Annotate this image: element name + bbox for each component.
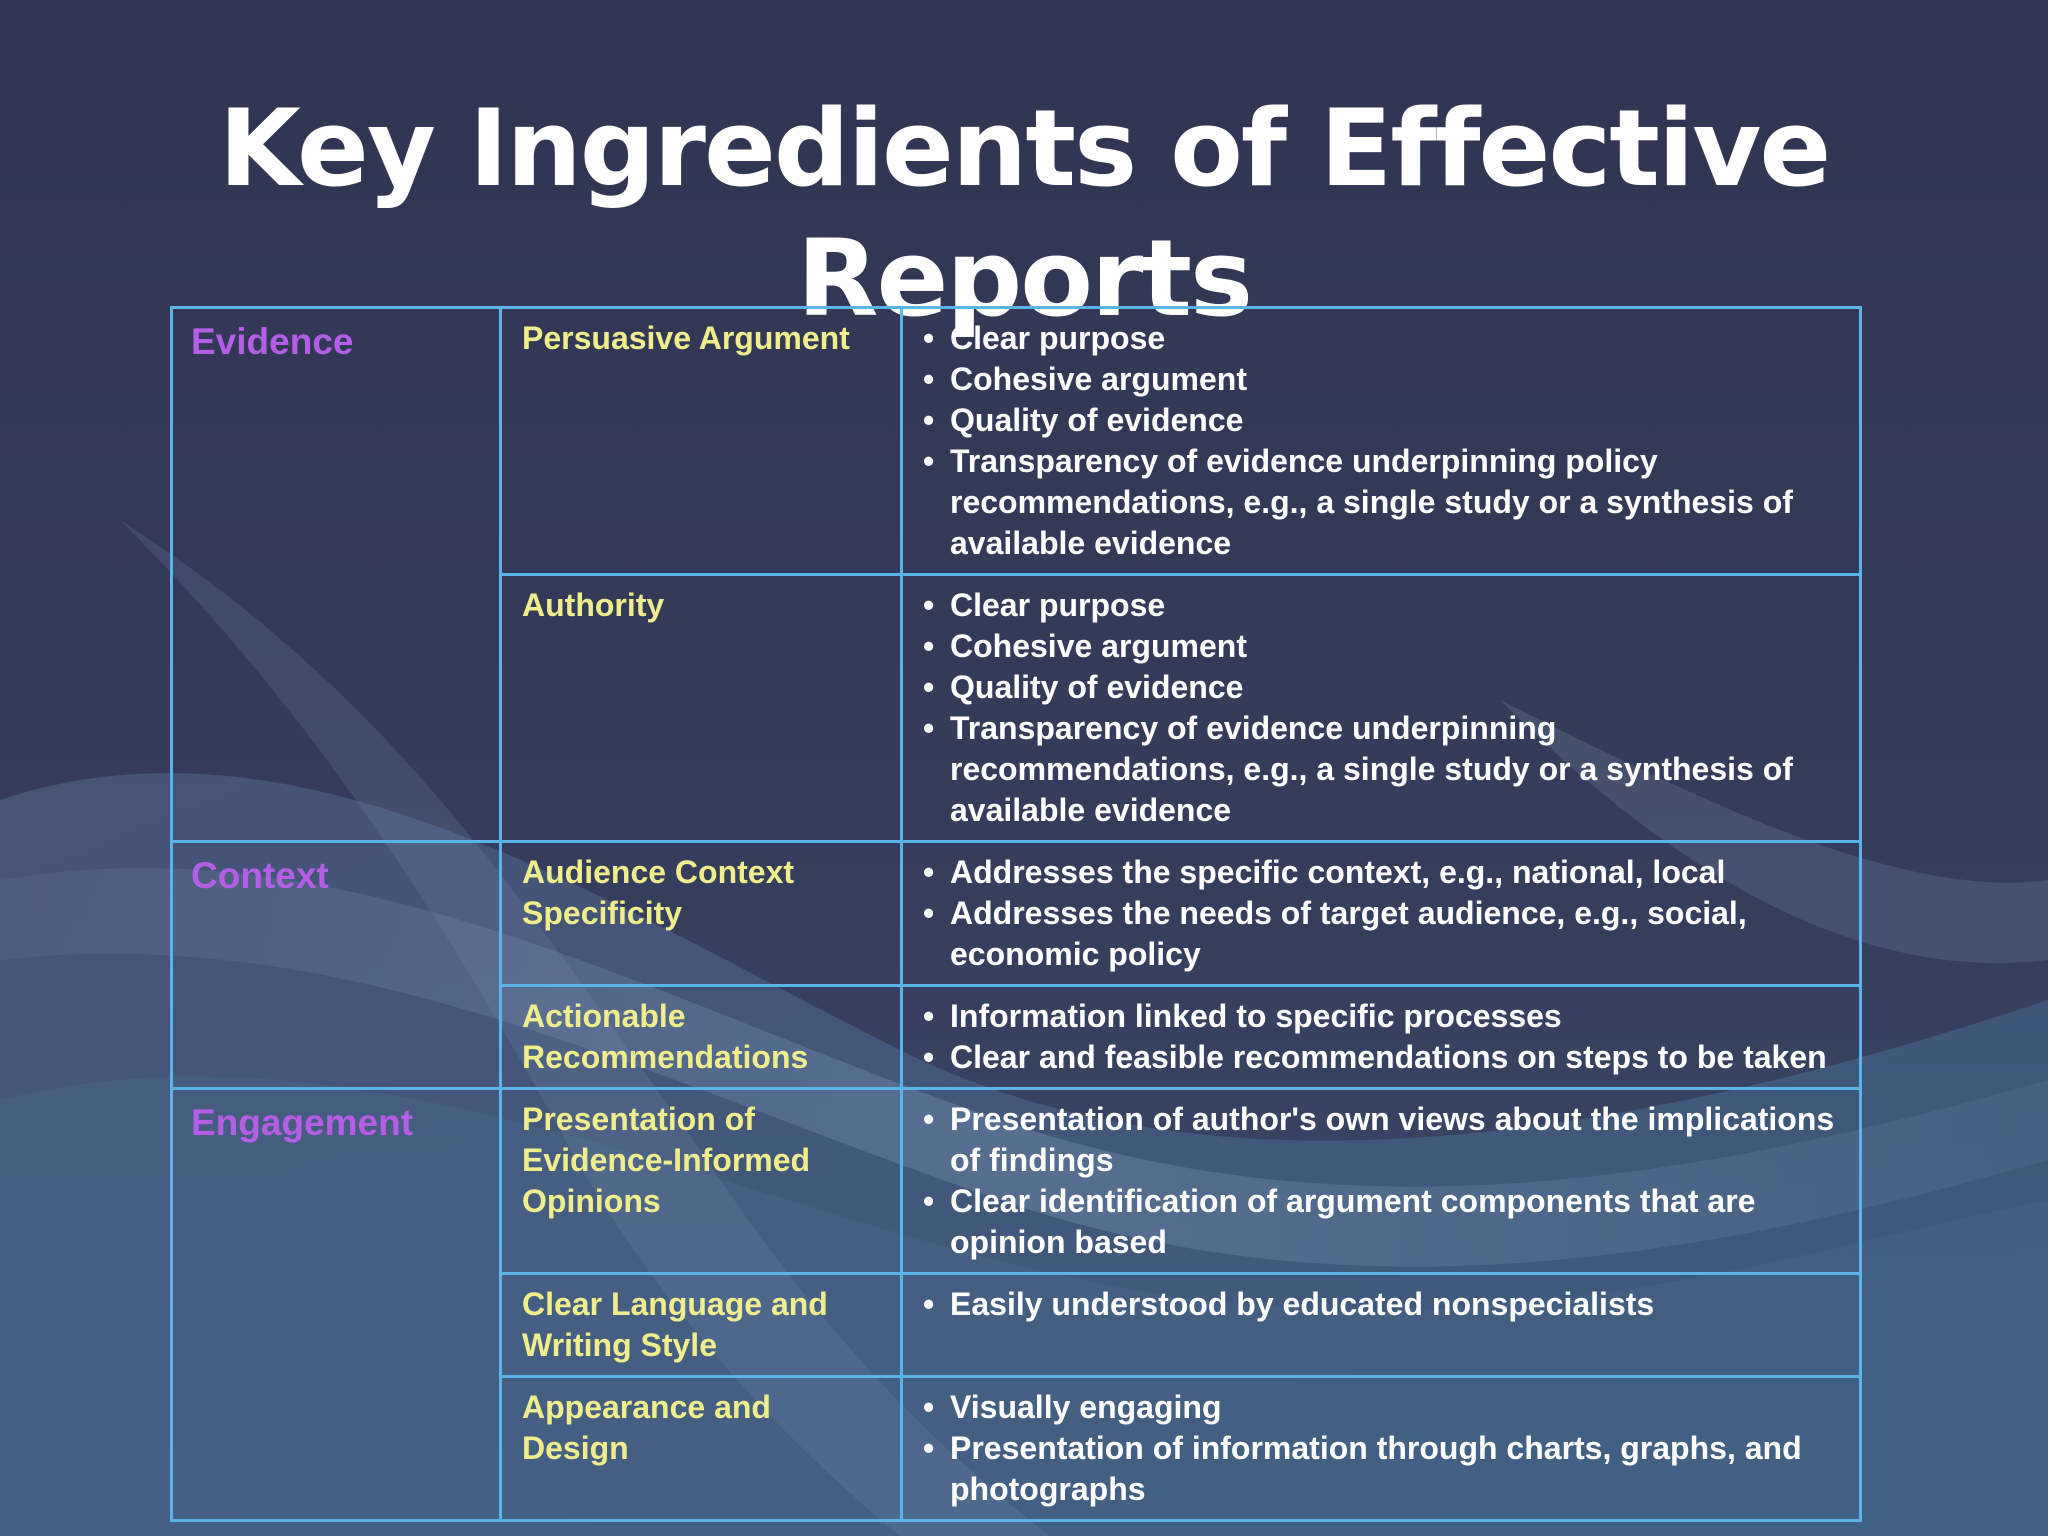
description-cell: Clear purpose Cohesive argument Quality … [900,573,1862,843]
subcategory-cell: Actionable Recommendations [499,984,903,1090]
category-cell: Evidence [170,306,502,843]
ingredients-table: Evidence Persuasive Argument Clear purpo… [170,306,1862,1522]
bullet-item: Clear purpose [923,318,1839,359]
subcategory-cell: Appearance and Design [499,1375,903,1522]
bullet-item: Quality of evidence [923,400,1839,441]
bullet-item: Easily understood by educated nonspecial… [923,1284,1839,1325]
bullet-list: Clear purpose Cohesive argument Quality … [923,585,1839,831]
bullet-item: Clear identification of argument compone… [923,1181,1839,1263]
description-cell: Information linked to specific processes… [900,984,1862,1090]
bullet-list: Addresses the specific context, e.g., na… [923,852,1839,975]
bullet-item: Visually engaging [923,1387,1839,1428]
table-row: Context Audience Context Specificity Add… [170,840,1862,1090]
bullet-item: Information linked to specific processes [923,996,1839,1037]
bullet-item: Quality of evidence [923,667,1839,708]
table-row: Actionable Recommendations Information l… [172,984,1862,1090]
subcategory-cell: Presentation of Evidence-Informed Opinio… [499,1087,903,1275]
bullet-list: Information linked to specific processes… [923,996,1839,1078]
table-row: Authority Clear purpose Cohesive argumen… [172,573,1862,843]
table-row: Evidence Persuasive Argument Clear purpo… [170,306,1862,843]
subcategory-cell: Authority [499,573,903,843]
bullet-item: Transparency of evidence underpinning po… [923,441,1839,564]
description-cell: Clear purpose Cohesive argument Quality … [900,306,1862,576]
slide-title: Key Ingredients of Effective Reports [218,87,1832,340]
bullet-item: Cohesive argument [923,359,1839,400]
bullet-item: Presentation of information through char… [923,1428,1839,1510]
table-row: Appearance and Design Visually engaging … [172,1375,1862,1522]
bullet-item: Clear and feasible recommendations on st… [923,1037,1839,1078]
subcategory-cell: Audience Context Specificity [499,840,903,987]
description-cell: Addresses the specific context, e.g., na… [900,840,1862,987]
table-row: Clear Language and Writing Style Easily … [172,1272,1862,1378]
description-cell: Easily understood by educated nonspecial… [900,1272,1862,1378]
subcategory-cell: Persuasive Argument [499,306,903,576]
bullet-item: Addresses the specific context, e.g., na… [923,852,1839,893]
bullet-list: Visually engaging Presentation of inform… [923,1387,1839,1510]
bullet-item: Cohesive argument [923,626,1839,667]
description-cell: Presentation of author's own views about… [900,1087,1862,1275]
bullet-list: Presentation of author's own views about… [923,1099,1839,1263]
bullet-item: Addresses the needs of target audience, … [923,893,1839,975]
bullet-item: Presentation of author's own views about… [923,1099,1839,1181]
category-cell: Context [170,840,502,1090]
description-cell: Visually engaging Presentation of inform… [900,1375,1862,1522]
bullet-item: Clear purpose [923,585,1839,626]
category-cell: Engagement [170,1087,502,1522]
bullet-item: Transparency of evidence underpinning re… [923,708,1839,831]
table-row: Engagement Presentation of Evidence-Info… [170,1087,1862,1522]
subcategory-cell: Clear Language and Writing Style [499,1272,903,1378]
bullet-list: Easily understood by educated nonspecial… [923,1284,1839,1325]
bullet-list: Clear purpose Cohesive argument Quality … [923,318,1839,564]
